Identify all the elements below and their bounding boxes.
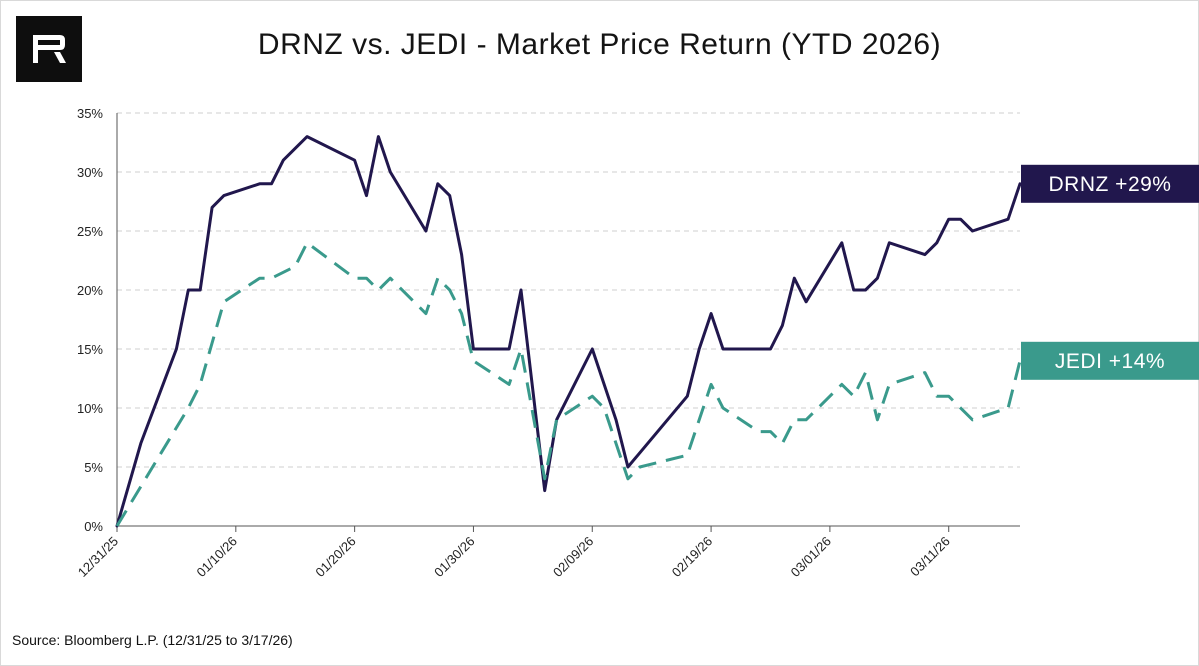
x-tick-label: 02/09/26 <box>550 534 596 580</box>
x-tick-label: 01/20/26 <box>312 534 358 580</box>
x-tick-label: 03/01/26 <box>788 534 834 580</box>
end-label-drnz: DRNZ +29% <box>1049 173 1172 196</box>
y-tick-label: 35% <box>77 106 103 121</box>
x-tick-label: 02/19/26 <box>669 534 715 580</box>
end-label-box-jedi <box>1021 341 1199 380</box>
y-tick-label: 0% <box>84 519 103 534</box>
x-tick-label: 01/10/26 <box>194 534 240 580</box>
x-tick-label: 01/30/26 <box>431 534 477 580</box>
y-tick-label: 10% <box>77 401 103 416</box>
x-tick-label: 12/31/25 <box>75 534 121 580</box>
source-note: Source: Bloomberg L.P. (12/31/25 to 3/17… <box>12 632 293 648</box>
series-line-drnz <box>115 135 1022 528</box>
brand-logo <box>16 16 82 82</box>
end-label-box-drnz <box>1021 164 1199 203</box>
series-line-jedi <box>115 241 1022 527</box>
x-tick-label: 03/11/26 <box>907 534 953 580</box>
y-tick-label: 20% <box>77 283 103 298</box>
y-tick-label: 15% <box>77 342 103 357</box>
y-tick-label: 25% <box>77 224 103 239</box>
chart-title: DRNZ vs. JEDI - Market Price Return (YTD… <box>257 28 942 61</box>
end-label-jedi: JEDI +14% <box>1055 350 1165 373</box>
y-tick-label: 5% <box>84 460 103 475</box>
y-tick-label: 30% <box>77 165 103 180</box>
logo-r-glyph <box>33 35 66 63</box>
